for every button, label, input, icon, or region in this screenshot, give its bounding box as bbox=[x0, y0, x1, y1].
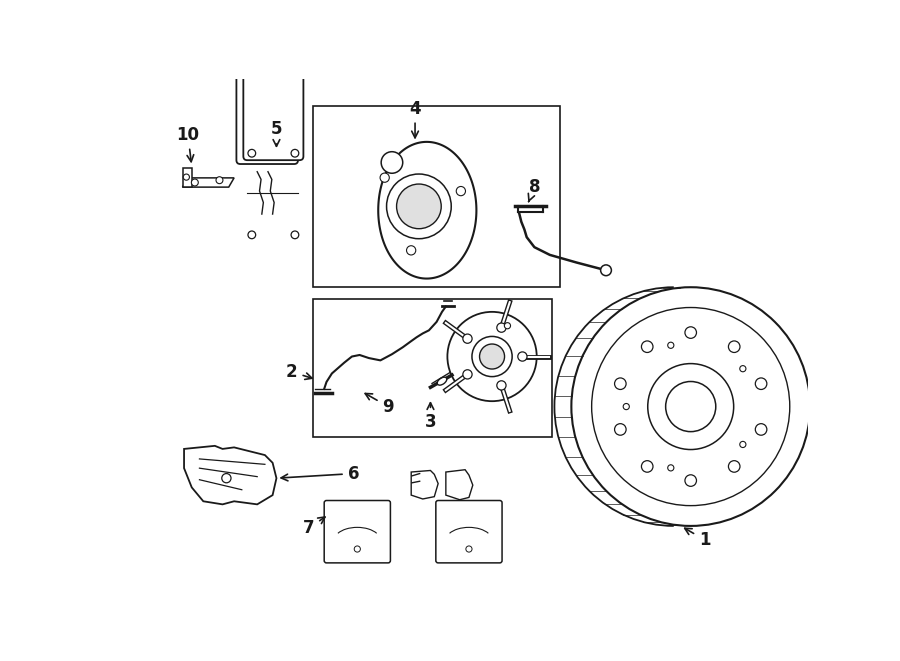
Polygon shape bbox=[446, 470, 472, 500]
Circle shape bbox=[642, 461, 653, 472]
Circle shape bbox=[497, 323, 506, 332]
Circle shape bbox=[382, 152, 402, 173]
Circle shape bbox=[755, 378, 767, 389]
Circle shape bbox=[216, 176, 223, 184]
Circle shape bbox=[728, 341, 740, 352]
Polygon shape bbox=[183, 168, 192, 187]
Circle shape bbox=[248, 149, 256, 157]
FancyBboxPatch shape bbox=[436, 500, 502, 563]
Text: 5: 5 bbox=[271, 120, 283, 146]
FancyBboxPatch shape bbox=[243, 69, 303, 160]
Circle shape bbox=[472, 336, 512, 377]
Circle shape bbox=[463, 334, 473, 343]
Text: 2: 2 bbox=[286, 363, 312, 381]
Circle shape bbox=[648, 364, 734, 449]
Circle shape bbox=[380, 173, 390, 182]
Circle shape bbox=[456, 186, 465, 196]
Circle shape bbox=[668, 465, 674, 471]
Circle shape bbox=[623, 403, 629, 410]
Circle shape bbox=[497, 381, 506, 390]
Circle shape bbox=[572, 288, 810, 526]
Circle shape bbox=[387, 174, 451, 239]
Circle shape bbox=[755, 424, 767, 435]
Text: 1: 1 bbox=[685, 528, 710, 549]
Polygon shape bbox=[411, 471, 438, 499]
Circle shape bbox=[463, 369, 473, 379]
Circle shape bbox=[668, 342, 674, 348]
Circle shape bbox=[480, 344, 505, 369]
Circle shape bbox=[192, 179, 198, 186]
Circle shape bbox=[666, 381, 716, 432]
Circle shape bbox=[466, 546, 472, 552]
FancyBboxPatch shape bbox=[324, 500, 391, 563]
FancyBboxPatch shape bbox=[237, 68, 298, 164]
Circle shape bbox=[615, 424, 626, 435]
Text: 7: 7 bbox=[303, 517, 325, 537]
Polygon shape bbox=[184, 446, 276, 504]
Text: 4: 4 bbox=[410, 100, 421, 137]
Circle shape bbox=[518, 352, 527, 361]
Circle shape bbox=[740, 442, 746, 447]
Circle shape bbox=[291, 149, 299, 157]
Circle shape bbox=[291, 231, 299, 239]
Text: 9: 9 bbox=[365, 393, 394, 416]
Circle shape bbox=[615, 378, 626, 389]
Text: 3: 3 bbox=[425, 403, 436, 431]
Circle shape bbox=[740, 366, 746, 371]
Bar bbox=[313, 106, 560, 288]
Circle shape bbox=[685, 327, 697, 338]
Circle shape bbox=[355, 546, 360, 552]
Circle shape bbox=[248, 231, 256, 239]
Polygon shape bbox=[378, 142, 476, 278]
Circle shape bbox=[447, 312, 536, 401]
Circle shape bbox=[642, 341, 653, 352]
Ellipse shape bbox=[437, 377, 446, 385]
Bar bbox=[313, 299, 552, 438]
Circle shape bbox=[221, 473, 231, 483]
Text: 10: 10 bbox=[176, 126, 200, 162]
Circle shape bbox=[728, 461, 740, 472]
Circle shape bbox=[685, 475, 697, 486]
Text: 6: 6 bbox=[281, 465, 359, 483]
Circle shape bbox=[397, 184, 441, 229]
Text: 8: 8 bbox=[528, 178, 540, 202]
Circle shape bbox=[184, 174, 189, 180]
Circle shape bbox=[504, 323, 510, 329]
Circle shape bbox=[407, 246, 416, 255]
Polygon shape bbox=[183, 178, 234, 187]
Circle shape bbox=[600, 265, 611, 276]
